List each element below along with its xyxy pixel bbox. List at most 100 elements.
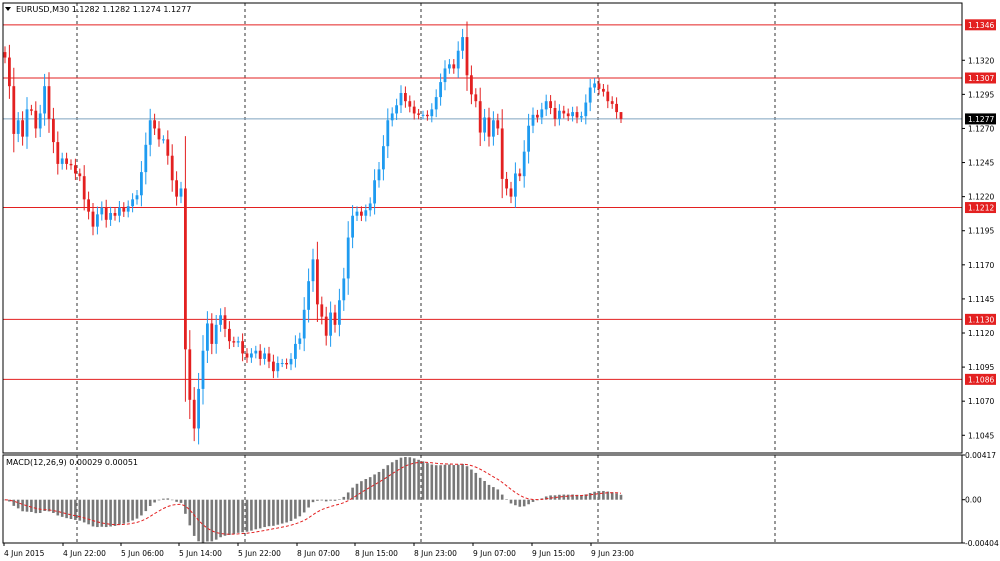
macd-bar xyxy=(43,499,46,512)
candle xyxy=(316,241,319,322)
candle xyxy=(104,199,108,228)
candle xyxy=(82,165,86,211)
candle xyxy=(236,336,240,348)
macd-bar xyxy=(179,499,183,503)
candle xyxy=(382,135,385,181)
time-axis: 4 Jun 2015 4 Jun 22:00 5 Jun 06:00 5 Jun 14… xyxy=(3,543,634,558)
candle-body xyxy=(12,86,16,134)
candle xyxy=(144,132,148,185)
candle-body xyxy=(298,338,302,344)
macd-bar xyxy=(492,487,495,500)
macd-bar xyxy=(426,463,429,500)
macd-bar xyxy=(236,499,240,533)
price-levels[interactable] xyxy=(3,24,962,380)
candle-body xyxy=(206,323,209,351)
candle-body xyxy=(500,128,504,179)
candle xyxy=(184,136,187,402)
level-tag-2 xyxy=(965,202,996,214)
candle xyxy=(30,104,33,116)
candle-body xyxy=(417,113,420,115)
candle-body xyxy=(122,207,126,212)
candle-body xyxy=(386,120,390,147)
candle-body xyxy=(214,324,218,344)
macd-bar xyxy=(346,492,350,500)
macd-bar xyxy=(412,458,416,500)
candle-body xyxy=(602,88,605,92)
time-tick-label-5: 8 Jun 07:00 xyxy=(297,549,340,558)
macd-bar xyxy=(316,499,319,501)
macd-bar xyxy=(280,499,284,524)
candle xyxy=(320,296,324,325)
candle-body xyxy=(474,94,478,102)
candle-body xyxy=(162,139,165,141)
candle-body xyxy=(8,57,11,87)
macd-bar xyxy=(329,499,332,501)
candle xyxy=(452,59,456,74)
candle-body xyxy=(584,102,588,117)
candle-body xyxy=(307,281,310,310)
macd-bar xyxy=(338,499,341,500)
price-tick-label-6: 1.1170 xyxy=(968,261,994,270)
candle-body xyxy=(360,211,363,216)
macd-bar xyxy=(21,499,24,512)
candle xyxy=(580,111,583,123)
macd-bar xyxy=(74,499,77,520)
macd-bar xyxy=(232,499,236,535)
macd-bar xyxy=(562,494,566,500)
candle xyxy=(426,110,429,121)
candle-body xyxy=(540,109,544,118)
macd-bar xyxy=(382,468,385,500)
macd-bar xyxy=(566,494,570,500)
time-tick-label-3: 5 Jun 14:00 xyxy=(179,549,222,558)
macd-bar xyxy=(184,499,187,514)
candle xyxy=(368,197,372,217)
candle xyxy=(21,111,24,146)
candle xyxy=(566,108,570,122)
candle xyxy=(91,203,95,236)
time-tick-label-0: 4 Jun 2015 xyxy=(4,549,45,558)
candle-body xyxy=(34,110,38,129)
candle xyxy=(74,158,77,180)
candle xyxy=(408,95,412,113)
panel-frames xyxy=(2,2,963,544)
candle xyxy=(619,112,623,123)
candle xyxy=(25,97,29,149)
candle-body xyxy=(412,106,416,114)
candle-body xyxy=(549,101,552,108)
candle xyxy=(531,107,535,134)
macd-bar xyxy=(351,487,354,500)
macd-tick-label-0: 0.00417 xyxy=(965,451,996,460)
macd-bar xyxy=(465,466,469,500)
candle-body xyxy=(342,278,346,301)
candle xyxy=(509,181,513,204)
candle-body xyxy=(272,361,275,372)
candle-body xyxy=(131,199,134,207)
macd-bar xyxy=(514,499,517,506)
macd-histogram xyxy=(3,456,623,543)
macd-bar xyxy=(395,459,398,500)
candle xyxy=(65,152,68,170)
candle xyxy=(496,113,500,135)
candle-body xyxy=(351,215,354,238)
candle-body xyxy=(434,97,438,110)
candle xyxy=(514,162,517,208)
candle xyxy=(280,358,284,368)
dropdown-triangle-icon[interactable] xyxy=(5,7,11,11)
macd-bar xyxy=(12,499,16,506)
candle xyxy=(522,140,526,188)
candle xyxy=(430,103,434,123)
candle xyxy=(197,372,200,445)
candle xyxy=(214,315,218,354)
time-tick-label-8: 9 Jun 07:00 xyxy=(473,549,516,558)
candle xyxy=(355,206,359,222)
candle-body xyxy=(333,312,337,325)
candle-body xyxy=(52,118,55,143)
candle xyxy=(311,248,315,292)
macd-bar xyxy=(78,499,82,521)
candle xyxy=(412,100,416,120)
candle-body xyxy=(210,323,214,344)
candle xyxy=(263,347,266,365)
macd-bar xyxy=(399,457,403,500)
macd-bar xyxy=(522,499,526,507)
candle-body xyxy=(571,112,574,117)
